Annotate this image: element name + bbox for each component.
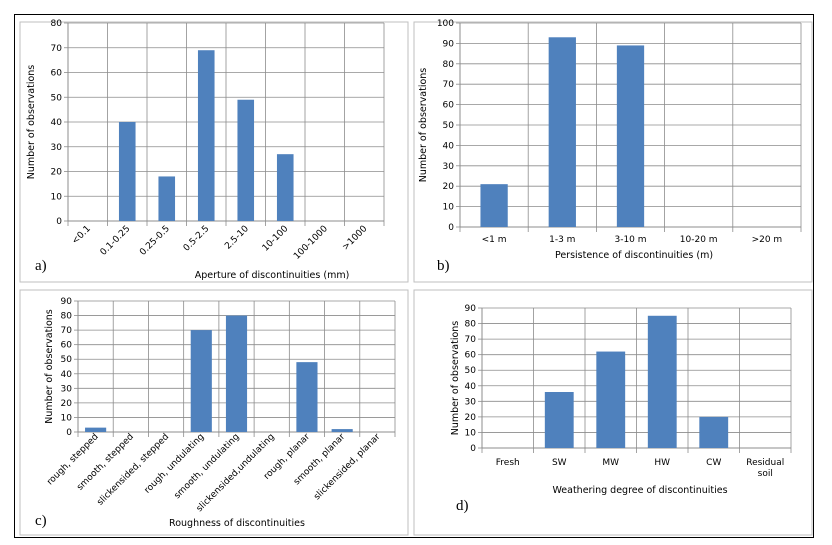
y-tick-label: 40 <box>61 370 73 380</box>
x-tick-label: <1 m <box>482 235 507 245</box>
y-tick-label: 30 <box>61 384 73 394</box>
bar-c-3 <box>190 330 212 432</box>
bar-c-7 <box>331 429 353 432</box>
x-tick-label: 3-10 m <box>614 235 646 245</box>
bar-b-1 <box>548 37 576 227</box>
bar-d-1 <box>544 392 574 448</box>
y-tick-label: 70 <box>443 80 455 90</box>
chart-c-border <box>19 289 409 536</box>
y-tick-label: 20 <box>61 399 73 409</box>
bar-b-2 <box>616 45 645 227</box>
y-tick-label: 30 <box>465 397 477 407</box>
x-tick-label: Fresh <box>496 458 520 468</box>
y-tick-label: 20 <box>443 182 455 192</box>
y-tick-label: 60 <box>443 101 455 111</box>
y-tick-label: 0 <box>66 428 72 438</box>
x-tick-label-line: soil <box>758 469 773 479</box>
y-axis-label: Number of observations <box>44 309 55 424</box>
figure-frame <box>14 14 814 538</box>
y-tick-label: 50 <box>51 93 63 103</box>
bar-b-0 <box>480 184 508 227</box>
y-tick-label: 50 <box>465 366 477 376</box>
panel-label-d: d) <box>456 498 469 514</box>
bar-d-3 <box>647 315 677 448</box>
y-axis-label: Number of observations <box>450 321 461 436</box>
y-tick-label: 10 <box>465 428 477 438</box>
y-tick-label: 30 <box>51 143 63 153</box>
y-tick-label: 100 <box>437 19 454 29</box>
x-tick-label: MW <box>602 458 619 468</box>
bar-a-4 <box>237 99 255 221</box>
x-tick-label: HW <box>654 458 670 468</box>
y-tick-label: 80 <box>51 19 63 29</box>
y-tick-label: 10 <box>61 413 73 423</box>
x-axis-label: Persistence of discontinuities (m) <box>555 250 713 261</box>
y-tick-label: 90 <box>465 304 477 314</box>
x-tick-label: CW <box>706 458 721 468</box>
x-tick-label: 1-3 m <box>549 235 575 245</box>
y-tick-label: 40 <box>443 141 455 151</box>
bar-c-4 <box>225 315 248 432</box>
panel-label-a: a) <box>35 258 47 274</box>
y-tick-label: 90 <box>443 39 455 49</box>
x-axis-label: Roughness of discontinuities <box>169 518 305 529</box>
bar-a-5 <box>276 154 294 221</box>
x-tick-label: Residual soil <box>746 458 784 479</box>
y-axis-label: Number of observations <box>26 65 37 180</box>
x-axis-label: Weathering degree of discontinuities <box>552 485 727 496</box>
y-tick-label: 70 <box>465 335 477 345</box>
bar-a-2 <box>158 176 176 221</box>
bar-c-6 <box>296 362 318 432</box>
y-tick-label: 60 <box>465 351 477 361</box>
y-tick-label: 10 <box>51 192 63 202</box>
x-tick-label: >20 m <box>752 235 783 245</box>
x-tick-label-line: Residual <box>746 458 784 468</box>
bar-c-0 <box>85 427 107 432</box>
y-tick-label: 50 <box>443 121 455 131</box>
y-tick-label: 60 <box>51 69 63 79</box>
y-axis-label: Number of observations <box>418 68 429 183</box>
y-tick-label: 80 <box>61 312 73 322</box>
y-tick-label: 20 <box>51 168 63 178</box>
y-tick-label: 40 <box>51 118 63 128</box>
y-tick-label: 70 <box>51 44 63 54</box>
y-tick-label: 90 <box>61 297 73 307</box>
bar-d-2 <box>596 351 626 448</box>
chart-b: 0 10 20 30 40 50 60 70 80 90 100 <1 m 1-3 m 3-10 m 10-… <box>413 19 813 283</box>
y-tick-label: 0 <box>448 223 454 233</box>
panel-label-c: c) <box>35 513 47 529</box>
x-tick-label: 10-20 m <box>680 235 718 245</box>
y-tick-label: 80 <box>465 320 477 330</box>
y-tick-label: 60 <box>61 341 73 351</box>
y-tick-label: 70 <box>61 326 73 336</box>
bar-a-1 <box>118 122 136 221</box>
y-tick-label: 40 <box>465 382 477 392</box>
y-tick-label: 50 <box>61 355 73 365</box>
x-axis-label: Aperture of discontinuities (mm) <box>195 270 350 281</box>
panel-label-b: b) <box>437 258 450 274</box>
y-tick-label: 30 <box>443 162 455 172</box>
y-tick-label: 80 <box>443 60 455 70</box>
y-tick-label: 20 <box>465 413 477 423</box>
x-tick-label: SW <box>552 458 567 468</box>
y-tick-label: 10 <box>443 203 455 213</box>
chart-b-border <box>413 21 813 283</box>
chart-d: 0 10 20 30 40 50 60 70 80 90 Fresh SW MW HW CW Residual… <box>413 289 813 536</box>
bar-a-3 <box>197 50 215 221</box>
bar-d-4 <box>699 416 729 448</box>
y-tick-label: 0 <box>56 217 62 227</box>
y-tick-label: 0 <box>470 444 476 454</box>
